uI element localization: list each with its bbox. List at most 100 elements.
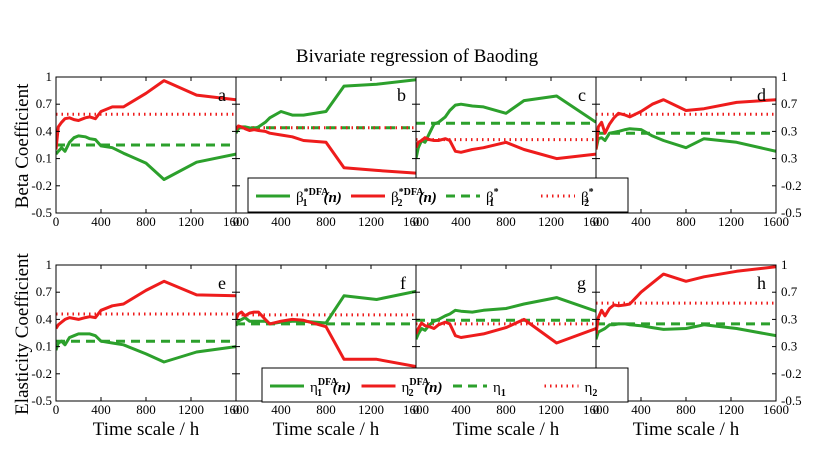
panel-a: -0.5 -0.2 0.1 0.4 0.7 1 0 400 800 1200 1600 a [31, 69, 249, 229]
series-dfa-2-line [236, 124, 416, 175]
right-y-tick-label: -0.2 [781, 178, 802, 193]
x-tick-label: 0 [593, 402, 600, 417]
panel-e: -0.5 -0.2 0.1 0.4 0.7 1 0 400 800 1200 1600 Time sc… [31, 257, 249, 440]
x-tick-label: 1600 [403, 214, 429, 229]
legend-sup: * [494, 187, 499, 198]
x-tick-label: 400 [451, 214, 471, 229]
legend-box [247, 177, 629, 213]
x-tick-label: 400 [451, 402, 471, 417]
y-tick-label: 0.7 [36, 96, 53, 111]
series-dfa-2-line [56, 79, 236, 150]
legend-symbol: η [310, 380, 318, 396]
x-tick-label: 800 [136, 214, 156, 229]
x-tick-label: 0 [413, 214, 420, 229]
legend-arg: (n) [333, 380, 351, 396]
legend-sub: 1 [317, 388, 322, 399]
x-axis-label: Time scale / h [273, 419, 380, 440]
panel-letter: f [400, 273, 406, 293]
x-tick-label: 800 [676, 214, 696, 229]
series-dfa-1-line [236, 289, 416, 327]
series-dfa-1-line [56, 332, 236, 364]
panel-h: -0.5 -0.2 0.3 0.3 0.7 1 0 400 800 1200 1600 Time sc… [593, 257, 802, 440]
x-tick-label: 1200 [718, 214, 744, 229]
x-tick-label: 400 [271, 402, 291, 417]
legend-symbol: η [493, 380, 501, 396]
panel-letter: a [218, 85, 226, 105]
legend-sup: DFA [318, 377, 339, 388]
x-tick-label: 1600 [763, 402, 789, 417]
legend-symbol: η [585, 380, 593, 396]
legend-entry-1: β*DFA 1 (n) [296, 187, 342, 209]
right-y-tick-label: 1 [781, 257, 788, 272]
legend-sub: 2 [592, 388, 597, 399]
elasticity-ylabel: Elasticity Coefficient [12, 252, 33, 414]
right-y-tick-label: -0.5 [781, 205, 802, 220]
panel-g: 0 400 800 1200 1600 Time scale / h g [413, 264, 609, 440]
x-tick-label: 400 [91, 402, 111, 417]
x-tick-label: 400 [91, 214, 111, 229]
legend-entry-1: ηDFA 1 (n) [310, 377, 351, 399]
right-y-tick-label: 0.7 [781, 284, 798, 299]
y-tick-label: -0.5 [31, 393, 52, 408]
y-tick-label: 0.4 [36, 123, 53, 138]
legend-symbol: β [486, 190, 494, 206]
legend-sub: 2 [409, 388, 414, 399]
legend-entry-3: η1 [493, 380, 506, 399]
x-tick-label: 0 [233, 402, 240, 417]
x-tick-label: 800 [496, 402, 516, 417]
panel-f: 0 400 800 1200 1600 Time scale / h f [233, 264, 429, 440]
series-dfa-1-line [596, 322, 776, 340]
legend-beta: β*DFA 1 (n) β*DFA 2 (n) β* 1 β* 2 [247, 177, 629, 213]
right-y-tick-label: 1 [781, 69, 788, 84]
x-tick-label: 800 [316, 402, 336, 417]
panel-letter: h [757, 273, 766, 293]
panel-letter: e [218, 273, 226, 293]
series-dfa-2-line [596, 98, 776, 150]
series-dfa-2-line [416, 136, 596, 161]
right-y-tick-label: -0.2 [781, 366, 802, 381]
x-tick-label: 800 [496, 214, 516, 229]
series-dfa-1-line [596, 127, 776, 153]
beta-ylabel: Beta Coefficient [12, 83, 33, 208]
x-axis-label: Time scale / h [633, 419, 740, 440]
x-axis-label: Time scale / h [453, 419, 560, 440]
y-tick-label: 0.7 [36, 284, 53, 299]
legend-sup: *DFA [304, 187, 330, 198]
legend-sub: 1 [302, 198, 307, 209]
legend-symbol: β [391, 190, 399, 206]
legend-sup: * [589, 187, 594, 198]
y-tick-label: 1 [46, 257, 53, 272]
legend-symbol: β [296, 190, 304, 206]
x-tick-label: 800 [316, 214, 336, 229]
x-tick-label: 0 [53, 214, 60, 229]
x-tick-label: 1200 [538, 214, 564, 229]
legend-sub: 1 [501, 388, 506, 399]
series-dfa-1-line [416, 296, 596, 340]
series-dfa-2-line [56, 279, 236, 330]
series-dfa-1-line [236, 78, 416, 134]
x-tick-label: 1200 [178, 402, 204, 417]
legend-arg: (n) [418, 190, 436, 206]
x-tick-label: 1200 [358, 402, 384, 417]
x-tick-label: 400 [631, 214, 651, 229]
legend-entry-2: ηDFA 2 (n) [402, 377, 443, 399]
series-dfa-1-line [56, 134, 236, 181]
legend-elasticity: ηDFA 1 (n) ηDFA 2 (n) η1 η2 [261, 367, 629, 403]
panel-letter: c [578, 85, 586, 105]
x-tick-label: 1200 [538, 402, 564, 417]
x-tick-label: 0 [53, 402, 60, 417]
y-tick-label: -0.2 [31, 178, 52, 193]
y-tick-label: 0.4 [36, 311, 53, 326]
y-tick-label: -0.2 [31, 366, 52, 381]
legend-symbol: β [581, 190, 589, 206]
right-y-tick-label: 0.3 [781, 123, 797, 138]
series-dfa-2-line [236, 310, 416, 368]
x-tick-label: 1600 [763, 214, 789, 229]
x-tick-label: 1600 [583, 214, 609, 229]
legend-arg: (n) [323, 190, 341, 206]
series-dfa-2-line [596, 265, 776, 335]
legend-symbol: η [402, 380, 410, 396]
panel-letter: d [757, 85, 766, 105]
x-tick-label: 1200 [358, 214, 384, 229]
